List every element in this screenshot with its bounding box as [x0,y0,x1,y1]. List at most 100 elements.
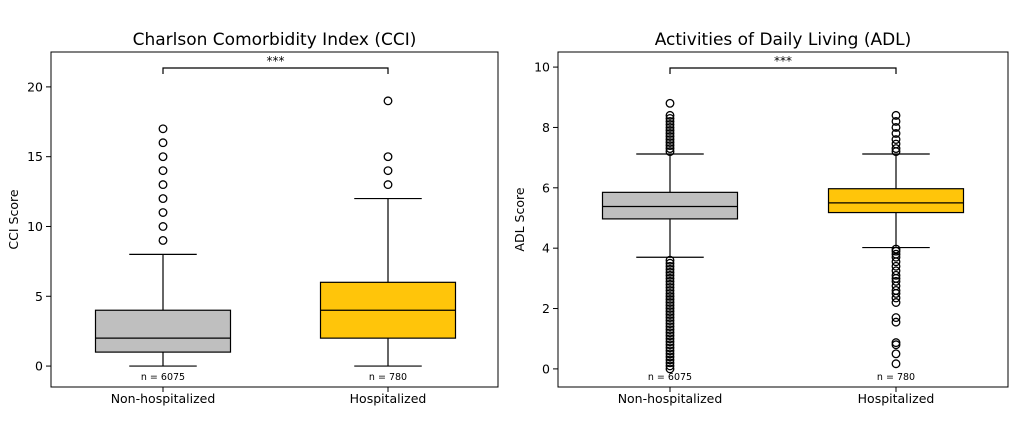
panel2-outlier-point [891,116,901,126]
panel2-outlier-point [665,126,675,135]
panel2-outlier-point [665,147,675,157]
panel2-outlier-point [665,298,675,307]
panel1-y-tick-label: 15 [27,149,43,164]
panel2-outlier-point [665,119,675,129]
panel1-outlier-point [158,222,168,231]
panel1-box-0 [94,309,232,353]
panel2-y-tick-label: 2 [542,301,550,316]
panel2-outlier-point [891,285,901,295]
panel2-outlier-point [891,249,901,259]
panel2-outlier-point [665,267,675,277]
panel2-outlier-point [665,141,675,151]
panel2-outlier-point [665,110,675,120]
panel2-outlier-point [665,340,675,350]
panel2-outlier-point [665,144,675,154]
panel2-box-0 [601,191,739,220]
panel1-y-tick-label: 5 [35,289,43,304]
panel2-outlier-point [665,325,675,335]
panel2-outlier-point [665,261,675,271]
panel2-outlier-point [891,338,901,348]
panel2-outlier-point [891,317,901,327]
panel1-outlier-point [383,152,393,162]
panel2-outlier-point [665,334,675,344]
panel2-significance-label: *** [774,54,792,68]
panel2-outlier-point [665,295,675,304]
panel1-outlier-point [158,235,168,245]
panel2-outlier-point [665,113,675,123]
panel2-outlier-point [891,123,901,132]
panel2-outlier-point [665,135,675,144]
panel1-outlier-point [158,180,168,190]
panel2-outlier-point [891,144,901,154]
panel2-outlier-point [665,288,675,298]
panel2-box-1 [827,188,965,214]
panel1-n-label: n = 780 [369,372,407,383]
panel1-outlier-point [158,208,168,217]
panel2-outlier-point [891,244,901,254]
panel2-outlier-point [665,304,675,313]
panel2-plot-frame [557,51,1009,388]
panel2-outlier-point [665,279,675,289]
panel2-outlier-point [665,328,675,338]
panel2-outlier-point [665,282,675,292]
panel1-n-label: n = 6075 [141,372,185,383]
panel1-y-tick-label: 10 [27,219,43,234]
panel2-outlier-point [665,331,675,341]
panel1-outlier-point [158,124,168,134]
panel2-outlier-point [665,322,675,332]
panel2-outlier-point [665,343,675,353]
panel2-outlier-point [891,276,901,286]
panel2-outlier-point [665,285,675,295]
panel2-outlier-point [891,349,901,359]
panel1-outlier-point [158,194,168,204]
panel2-outlier-point [665,355,675,365]
panel2-outlier-point [665,98,675,108]
panel1-x-tick-label: Hospitalized [350,391,427,406]
panel2-outlier-point [665,123,675,132]
panel2-x-tick-label: Non-hospitalized [618,391,723,406]
panel2-outlier-point [665,319,675,329]
panel2-outlier-point [665,129,675,138]
panel2-outlier-point [665,310,675,320]
panel2-outlier-point [665,138,675,147]
panel1-outlier-point [383,180,393,190]
panel2-outlier-point [891,313,901,323]
panel2-outlier-point [891,298,901,307]
panel2-outlier-point [665,307,675,316]
panel2-outlier-point [665,255,675,265]
panel2-outlier-point [665,270,675,280]
panel1-outlier-point [158,152,168,162]
panel2-outlier-point [665,273,675,283]
panel2-outlier-point [891,110,901,120]
panel2-outlier-point [665,358,675,368]
panel2-outlier-point [665,258,675,268]
panel1-plot-frame [50,51,499,388]
panel2-y-tick-label: 8 [542,120,550,135]
panel1-y-tick-label: 0 [35,359,43,374]
panel2-outlier-point [665,316,675,326]
panel1-outlier-point [158,138,168,148]
panel1-significance-label: *** [267,54,285,68]
panel1-outlier-point [158,166,168,176]
panel2-outlier-point [665,346,675,356]
panel2-outlier-point [665,313,675,323]
panel2-outlier-point [665,361,675,371]
panel2-y-tick-label: 10 [534,60,550,75]
panel2-outlier-point [665,352,675,362]
panel2-outlier-point [891,266,901,276]
panel2-outlier-point [665,276,675,286]
panel2-y-axis-label: ADL Score [512,187,527,251]
panel1-y-axis-label: CCI Score [6,189,21,249]
panel2-y-tick-label: 6 [542,180,550,195]
panel2-outlier-point [891,135,901,144]
panel2-outlier-point [891,261,901,271]
panel2-outlier-point [891,359,901,369]
panel1-x-tick-label: Non-hospitalized [111,391,216,406]
panel1-significance-bracket [162,67,389,74]
panel1-title: Charlson Comorbidity Index (CCI) [133,30,417,50]
panel2-y-tick-label: 0 [542,361,550,376]
panel2-outlier-point [891,139,901,149]
panel2-outlier-point [665,364,675,374]
panel2-title: Activities of Daily Living (ADL) [655,30,912,50]
